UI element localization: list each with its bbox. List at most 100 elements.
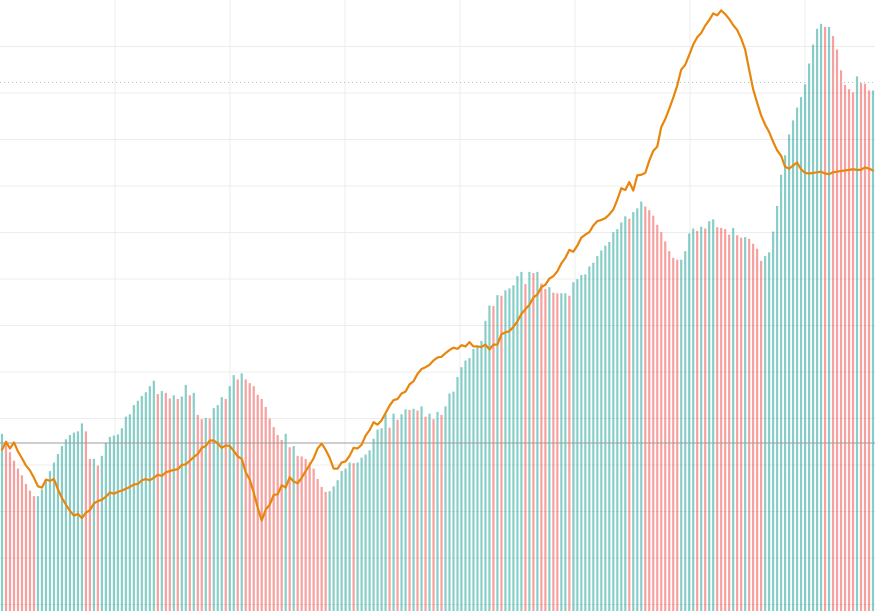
bar-up (560, 293, 563, 611)
bar-down (863, 83, 867, 611)
bar-down (296, 455, 299, 611)
bar-up (460, 367, 463, 611)
bar-up (827, 26, 831, 611)
bar-down (32, 496, 36, 611)
bar-down (656, 224, 659, 611)
bar-down (500, 295, 503, 611)
bar-up (803, 84, 807, 611)
bar-down (300, 456, 303, 611)
bar-up (100, 455, 103, 611)
bar-down (244, 379, 247, 611)
bar-up (632, 212, 635, 611)
bar-up (284, 433, 287, 611)
bar-up (604, 245, 607, 611)
bar-up (36, 496, 40, 611)
bar-down (248, 383, 251, 611)
bar-up (688, 233, 691, 611)
bar-down (756, 248, 759, 611)
bar-up (620, 222, 623, 611)
bar-down (308, 462, 311, 611)
bar-up (624, 216, 627, 611)
bar-up (871, 90, 875, 611)
bar-down (424, 416, 427, 611)
bar-up (380, 428, 383, 611)
bar-up (576, 279, 579, 611)
bar-down (704, 228, 707, 611)
bar-up (76, 431, 80, 611)
bar-up (464, 360, 467, 611)
bar-down (156, 394, 159, 611)
bar-up (472, 348, 475, 611)
bar-down (388, 427, 391, 611)
bar-up (608, 241, 611, 611)
bar-up (376, 429, 379, 611)
bar-up (488, 305, 491, 611)
bar-up (92, 458, 95, 611)
bar-up (596, 256, 599, 611)
bar-down (696, 230, 699, 611)
bar-up (392, 413, 395, 611)
bar-down (252, 386, 255, 611)
bar-down (188, 395, 191, 611)
bar-down (676, 259, 679, 611)
bar-down (720, 227, 723, 611)
bar-up (332, 486, 335, 611)
bar-up (456, 376, 459, 611)
bar-down (196, 414, 199, 611)
bar-up (72, 432, 76, 611)
bar-down (724, 229, 727, 611)
bar-up (212, 408, 215, 611)
bar-up (504, 290, 507, 611)
bar-down (168, 398, 171, 611)
bar-up (148, 386, 151, 611)
bar-up (364, 454, 367, 611)
bar-up (104, 442, 107, 611)
bar-down (839, 70, 843, 611)
bar-down (492, 306, 495, 611)
bar-down (416, 410, 419, 611)
bar-down (847, 89, 851, 611)
bar-down (644, 206, 647, 611)
bar-up (780, 174, 783, 611)
bar-series (0, 23, 875, 611)
bar-down (88, 458, 91, 611)
bar-up (180, 396, 183, 611)
bar-up (496, 295, 499, 611)
bar-down (835, 49, 839, 611)
bar-up (799, 97, 803, 611)
bar-up (368, 450, 371, 611)
bar-up (116, 434, 119, 611)
bar-up (708, 221, 711, 611)
bar-up (56, 453, 60, 611)
bar-up (360, 457, 363, 611)
bar-up (412, 408, 415, 611)
bar-down (672, 257, 675, 611)
bar-up (807, 63, 811, 611)
bar-up (292, 446, 295, 611)
bar-down (748, 238, 751, 611)
bar-up (692, 228, 695, 611)
bar-up (480, 340, 483, 611)
bar-down (432, 419, 435, 611)
bar-up (784, 155, 787, 611)
bar-up (64, 439, 68, 611)
bar-up (744, 237, 747, 611)
line-series (0, 9, 875, 522)
bar-down (668, 251, 671, 611)
bar-down (628, 218, 631, 611)
bar-up (348, 462, 351, 611)
bar-down (236, 379, 239, 611)
bar-up (384, 414, 387, 611)
bar-down (12, 460, 16, 611)
bar-down (176, 398, 179, 611)
bar-down (396, 419, 399, 611)
bar-up (192, 392, 195, 611)
bar-down (20, 475, 24, 611)
bar-up (536, 271, 539, 611)
bar-up (420, 406, 423, 611)
bar-up (140, 395, 143, 611)
bar-down (84, 431, 87, 611)
bar-down (568, 295, 571, 611)
bar-up (68, 435, 72, 611)
bar-down (736, 235, 739, 611)
